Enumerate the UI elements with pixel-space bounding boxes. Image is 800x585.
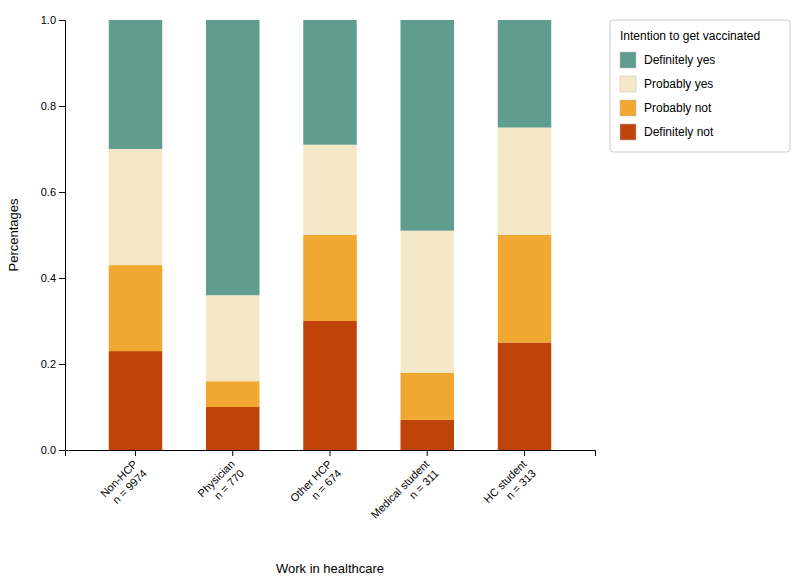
legend-item: Definitely yes <box>620 52 715 68</box>
x-tick-label-line: n = 311 <box>407 467 441 501</box>
y-axis: 0.0 0.2 0.4 0.6 0.8 1.0 <box>41 14 66 456</box>
bar <box>206 295 259 381</box>
x-tick: Physiciann = 770 <box>195 450 246 509</box>
bar-series <box>109 128 551 382</box>
x-tick-label-line: n = 770 <box>212 467 247 502</box>
bar <box>401 20 454 231</box>
x-axis-line <box>66 451 596 457</box>
legend-title: Intention to get vaccinated <box>620 29 760 43</box>
bar-series <box>109 235 551 420</box>
bar <box>498 20 551 128</box>
bar <box>303 235 356 321</box>
y-tick: 0.0 <box>41 444 65 456</box>
x-axis: Non-HCPn = 9974 Physiciann = 770 Other HCP… <box>66 450 596 530</box>
bars <box>109 20 551 450</box>
x-tick-label-line: n = 674 <box>309 467 344 502</box>
legend-swatch <box>620 52 636 68</box>
x-tick: Non-HCPn = 9974 <box>98 450 149 509</box>
bar <box>498 343 551 451</box>
x-tick-label: Other HCPn = 674 <box>288 458 344 514</box>
y-tick-label: 0.0 <box>41 444 56 456</box>
y-tick-mark <box>59 106 65 107</box>
y-tick-mark <box>59 450 65 451</box>
x-tick-label-line: n = 9974 <box>110 467 149 506</box>
x-axis-title: Work in healthcare <box>276 561 384 576</box>
y-tick-label: 0.4 <box>41 272 56 284</box>
legend-swatch <box>620 124 636 140</box>
chart: 0.0 0.2 0.4 0.6 0.8 1.0 Non-HCPn = 9974 Physici… <box>0 0 800 585</box>
x-tick: Other HCPn = 674 <box>288 450 344 514</box>
x-tick-mark <box>232 450 233 456</box>
legend-label: Probably not <box>644 101 712 115</box>
x-tick-label: HC studentn = 313 <box>481 458 538 515</box>
bar <box>303 145 356 235</box>
x-tick-mark <box>427 450 428 456</box>
y-tick: 1.0 <box>41 14 65 26</box>
bar <box>206 20 259 295</box>
legend-label: Probably yes <box>644 77 713 91</box>
y-tick-mark <box>59 192 65 193</box>
y-axis-title: Percentages <box>6 198 21 271</box>
x-tick: HC studentn = 313 <box>481 450 538 514</box>
bar <box>303 20 356 145</box>
y-tick-label: 1.0 <box>41 14 56 26</box>
legend-frame <box>610 20 790 152</box>
legend-label: Definitely yes <box>644 53 715 67</box>
y-tick-mark <box>59 278 65 279</box>
y-tick-label: 0.6 <box>41 186 56 198</box>
bar <box>498 128 551 236</box>
bar <box>303 321 356 450</box>
plot: 0.0 0.2 0.4 0.6 0.8 1.0 Non-HCPn = 9974 Physici… <box>41 14 596 530</box>
x-tick-mark <box>330 450 331 456</box>
x-tick: Medical studentn = 311 <box>368 450 440 530</box>
bar <box>401 231 454 373</box>
x-tick-mark <box>135 450 136 456</box>
y-tick: 0.6 <box>41 186 65 198</box>
y-tick: 0.8 <box>41 100 65 112</box>
y-tick-label: 0.2 <box>41 358 56 370</box>
bar <box>401 373 454 420</box>
y-tick-mark <box>59 20 65 21</box>
bar <box>206 381 259 407</box>
bar <box>109 149 162 265</box>
y-tick: 0.4 <box>41 272 65 284</box>
x-tick-mark <box>524 450 525 456</box>
legend: Intention to get vaccinated Definitely ye… <box>610 20 790 152</box>
bar <box>109 351 162 450</box>
bar <box>401 420 454 450</box>
bar <box>109 20 162 149</box>
x-tick-label: Physiciann = 770 <box>195 458 246 509</box>
legend-swatch <box>620 100 636 116</box>
y-tick-label: 0.8 <box>41 100 56 112</box>
y-tick: 0.2 <box>41 358 65 370</box>
x-tick-label: Medical studentn = 311 <box>368 458 440 530</box>
y-axis-line <box>59 21 66 451</box>
bar <box>206 407 259 450</box>
legend-item: Definitely not <box>620 124 714 140</box>
legend-swatch <box>620 76 636 92</box>
bar-series <box>109 20 551 295</box>
legend-item: Probably not <box>620 100 712 116</box>
bar <box>109 265 162 351</box>
legend-label: Definitely not <box>644 125 714 139</box>
legend-item: Probably yes <box>620 76 713 92</box>
bar-series <box>109 321 551 450</box>
x-tick-label-line: n = 313 <box>503 467 538 502</box>
bar <box>498 235 551 343</box>
y-tick-mark <box>59 364 65 365</box>
x-tick-label: Non-HCPn = 9974 <box>98 458 149 509</box>
